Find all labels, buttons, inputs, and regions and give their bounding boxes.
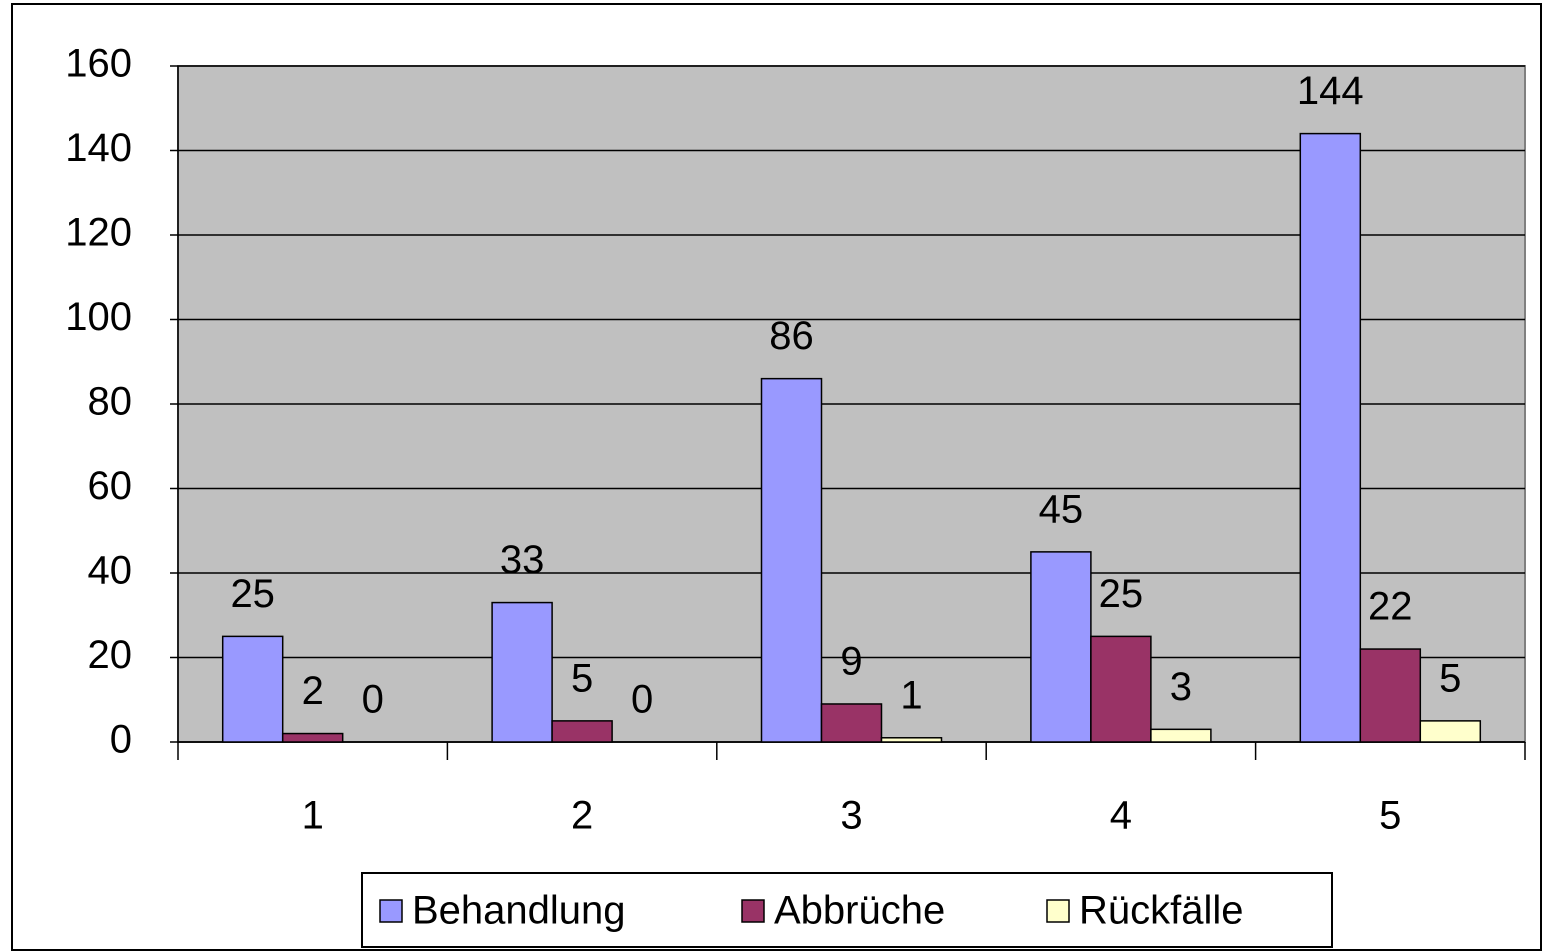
data-label: 0 <box>362 678 384 722</box>
bar <box>1090 635 1152 743</box>
data-label: 25 <box>1099 572 1144 616</box>
legend-label: Behandlung <box>412 889 626 933</box>
y-tick-label: 160 <box>65 42 132 86</box>
bar <box>880 737 943 743</box>
data-label: 9 <box>840 640 862 684</box>
bar <box>760 377 823 743</box>
bar <box>1299 132 1362 743</box>
bar <box>1419 720 1482 743</box>
data-label: 5 <box>1439 656 1461 700</box>
bar <box>1150 728 1212 743</box>
data-label: 5 <box>571 656 593 700</box>
legend-label: Abbrüche <box>774 889 945 933</box>
legend-swatch <box>1046 899 1070 923</box>
legend-label: Rückfälle <box>1079 889 1244 933</box>
legend-swatch <box>379 899 403 923</box>
y-tick-label: 60 <box>88 464 133 508</box>
data-label: 144 <box>1297 69 1364 113</box>
data-label: 0 <box>631 678 653 722</box>
legend-box <box>361 872 1333 948</box>
bar <box>491 601 553 743</box>
bar <box>1030 551 1092 743</box>
x-tick-label: 3 <box>840 794 862 838</box>
data-label: 86 <box>769 314 814 358</box>
x-tick-label: 2 <box>571 794 593 838</box>
bar <box>221 635 284 743</box>
y-tick-label: 100 <box>65 295 132 339</box>
x-tick-label: 4 <box>1110 794 1132 838</box>
data-label: 25 <box>230 572 275 616</box>
bar <box>281 732 344 743</box>
data-label: 2 <box>302 669 324 713</box>
x-tick-label: 1 <box>302 794 324 838</box>
y-tick-label: 80 <box>88 380 133 424</box>
legend-swatch <box>741 899 765 923</box>
y-tick-label: 120 <box>65 211 132 255</box>
data-label: 1 <box>900 673 922 717</box>
data-label: 22 <box>1368 585 1413 629</box>
y-tick-label: 40 <box>88 549 133 593</box>
bar <box>1359 648 1422 743</box>
bar <box>820 703 883 743</box>
data-label: 33 <box>500 538 545 582</box>
data-label: 3 <box>1170 665 1192 709</box>
y-tick-label: 0 <box>110 718 132 762</box>
bar <box>551 720 613 743</box>
y-tick-label: 20 <box>88 633 133 677</box>
x-tick-label: 5 <box>1379 794 1401 838</box>
y-tick-label: 140 <box>65 126 132 170</box>
data-label: 45 <box>1039 487 1084 531</box>
